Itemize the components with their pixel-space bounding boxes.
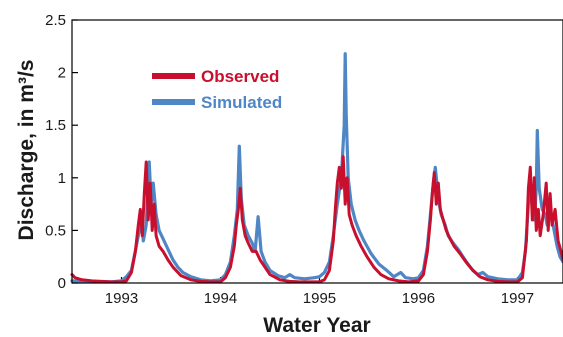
- x-tick-label: 1994: [204, 290, 237, 307]
- x-tick-label: 1995: [303, 290, 336, 307]
- y-tick-label: 1.5: [45, 117, 66, 134]
- y-axis-ticks: 0 0.5 1 1.5 2 2.5: [45, 12, 78, 292]
- series-layer: [70, 52, 563, 284]
- x-tick-label: 1993: [105, 290, 138, 307]
- x-axis-ticks: 1993 1994 1995 1996 1997: [105, 277, 534, 307]
- x-axis-title: Water Year: [263, 314, 370, 337]
- y-tick-label: 2.5: [45, 12, 66, 29]
- y-tick-label: 0: [58, 275, 66, 292]
- legend-label-simulated: Simulated: [201, 93, 282, 112]
- legend-label-observed: Observed: [201, 67, 279, 86]
- y-tick-label: 0.5: [45, 222, 66, 239]
- x-tick-label: 1996: [402, 290, 435, 307]
- y-tick-label: 2: [58, 65, 66, 82]
- series-line-observed: [70, 155, 563, 284]
- plot-frame: [71, 19, 563, 284]
- legend: Observed Simulated: [152, 67, 282, 112]
- x-tick-label: 1997: [501, 290, 534, 307]
- y-axis-title: Discharge, in m³/s: [15, 60, 38, 241]
- y-tick-label: 1: [58, 170, 66, 187]
